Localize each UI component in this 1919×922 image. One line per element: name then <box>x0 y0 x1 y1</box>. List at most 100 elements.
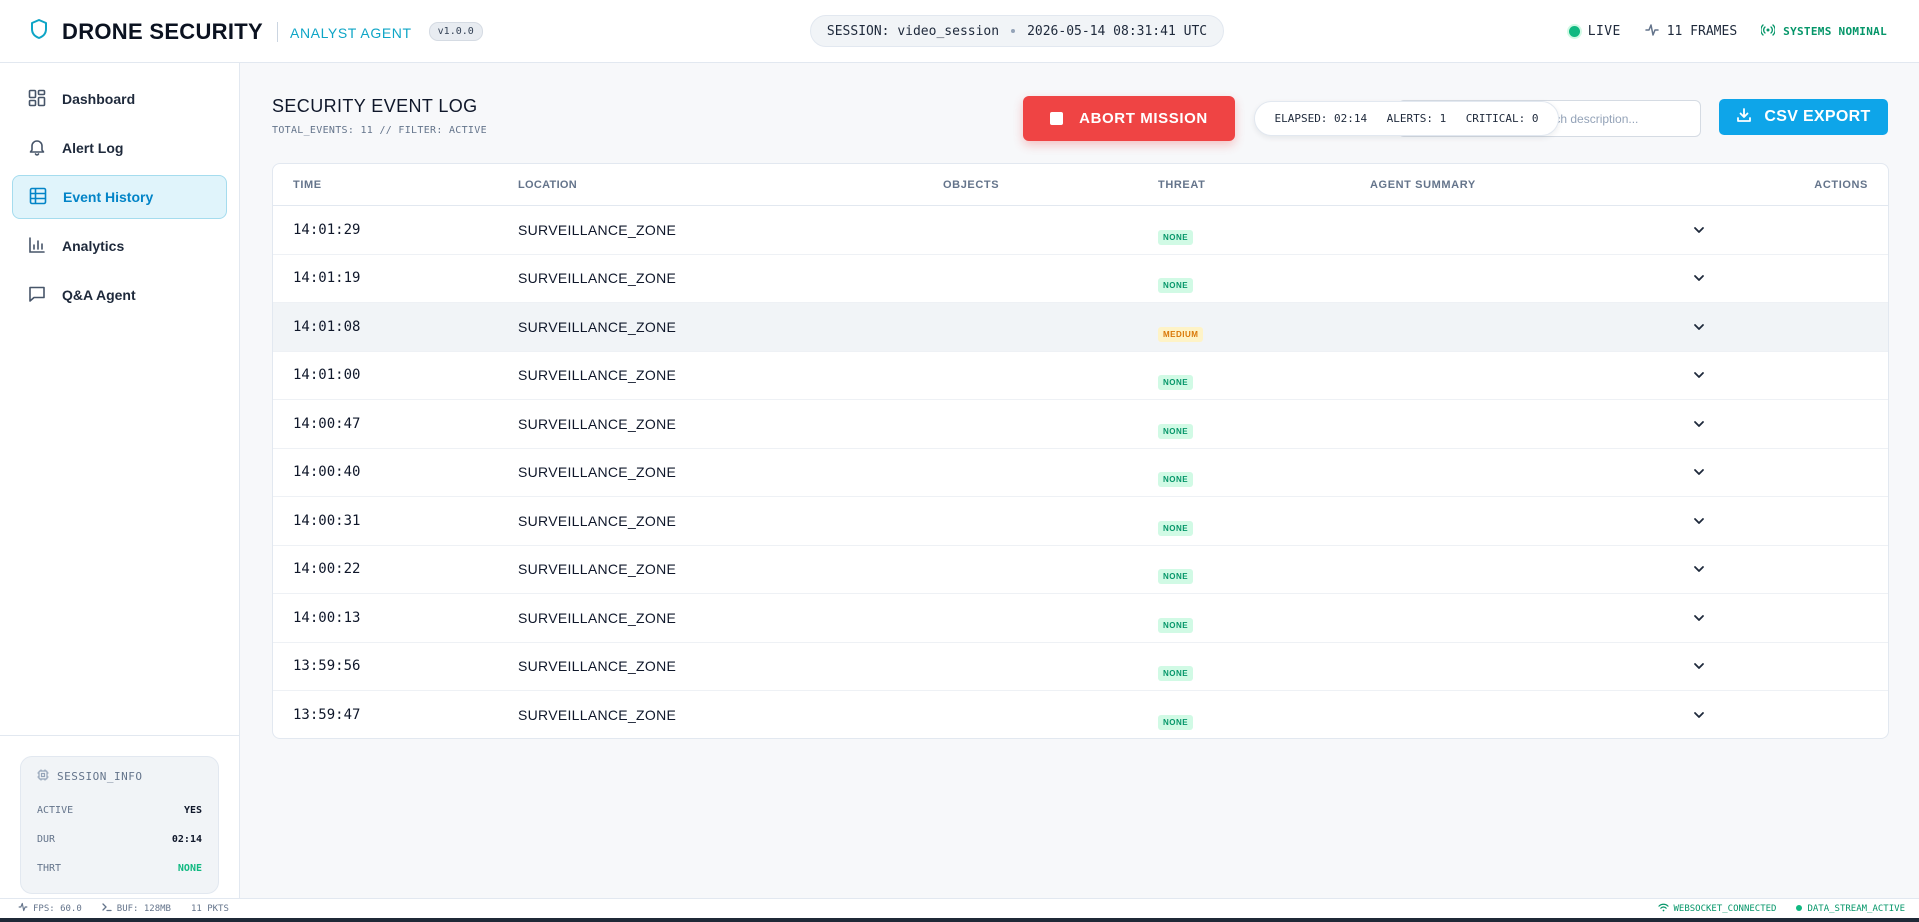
status-footer: FPS: 60.0 BUF: 128MB 11 PKTS WEBSOCKET_C… <box>0 898 1919 918</box>
cell-time: 14:01:19 <box>293 270 361 287</box>
system-status: SYSTEMS NOMINAL <box>1760 24 1887 39</box>
main-content: SECURITY EVENT LOG TOTAL_EVENTS: 11 // F… <box>241 63 1919 898</box>
table-row[interactable]: 14:00:47 SURVEILLANCE_ZONE NONE <box>273 400 1888 449</box>
cell-time: 14:01:29 <box>293 221 361 238</box>
brand: DRONE SECURITY ANALYST AGENT v1.0.0 <box>30 0 483 63</box>
expand-button[interactable] <box>1693 614 1705 622</box>
threat-badge: NONE <box>1158 229 1194 245</box>
critical-stat: CRITICAL: 0 <box>1465 112 1539 125</box>
abort-label: ABORT MISSION <box>1079 110 1208 127</box>
sidebar-item-dashboard[interactable]: Dashboard <box>12 77 227 121</box>
expand-button[interactable] <box>1693 468 1705 476</box>
table-row[interactable]: 13:59:47 SURVEILLANCE_ZONE NONE <box>273 691 1888 738</box>
alerts-stat: ALERTS: 1 <box>1386 112 1447 125</box>
table-row[interactable]: 14:00:13 SURVEILLANCE_ZONE NONE <box>273 594 1888 643</box>
session-time: 2026-05-14 08:31:41 UTC <box>1027 23 1208 39</box>
col-threat[interactable]: THREAT <box>1158 178 1206 191</box>
table-row[interactable]: 14:00:31 SURVEILLANCE_ZONE NONE <box>273 497 1888 546</box>
col-objects[interactable]: OBJECTS <box>943 178 1000 191</box>
table-row[interactable]: 14:01:00 SURVEILLANCE_ZONE NONE <box>273 352 1888 400</box>
table-header: TIME LOCATION OBJECTS THREAT AGENT SUMMA… <box>273 164 1888 206</box>
threat-badge: NONE <box>1158 520 1194 536</box>
table-body: 14:01:29 SURVEILLANCE_ZONE NONE 14:01:19 SUR… <box>273 206 1888 738</box>
cell-time: 14:00:40 <box>293 464 361 481</box>
live-label: LIVE <box>1587 24 1621 39</box>
table-row[interactable]: 14:01:08 SURVEILLANCE_ZONE MEDIUM <box>273 303 1888 352</box>
version-badge: v1.0.0 <box>428 22 483 41</box>
sidebar-item-label: Dashboard <box>62 91 136 107</box>
table-row[interactable]: 13:59:56 SURVEILLANCE_ZONE NONE <box>273 643 1888 691</box>
session-row-threat: THRT NONE <box>37 863 202 874</box>
cell-time: 14:01:08 <box>293 318 361 335</box>
cpu-icon <box>37 769 57 784</box>
chevron-down-icon <box>1694 517 1704 524</box>
session-row-active: ACTIVE YES <box>37 805 202 816</box>
expand-button[interactable] <box>1693 711 1705 719</box>
expand-button[interactable] <box>1693 323 1705 331</box>
frames-counter: 11 FRAMES <box>1644 23 1738 41</box>
cell-location: SURVEILLANCE_ZONE <box>518 464 677 481</box>
cell-location: SURVEILLANCE_ZONE <box>518 512 677 529</box>
col-agent-summary[interactable]: AGENT SUMMARY <box>1370 178 1476 191</box>
activity-icon <box>18 902 33 915</box>
threat-badge: NONE <box>1158 666 1194 682</box>
chevron-down-icon <box>1694 226 1704 233</box>
cell-location: SURVEILLANCE_ZONE <box>518 609 677 626</box>
expand-button[interactable] <box>1693 420 1705 428</box>
threat-badge: MEDIUM <box>1158 326 1204 342</box>
expand-button[interactable] <box>1693 565 1705 573</box>
expand-button[interactable] <box>1693 517 1705 525</box>
cell-time: 14:00:31 <box>293 512 361 529</box>
threat-badge: NONE <box>1158 617 1194 633</box>
header-status: LIVE 11 FRAMES SYSTEMS NOMINAL <box>1568 0 1887 63</box>
live-indicator: LIVE <box>1568 24 1621 39</box>
table-row[interactable]: 14:00:40 SURVEILLANCE_ZONE NONE <box>273 449 1888 497</box>
brand-subtitle: ANALYST AGENT <box>290 25 412 41</box>
col-actions: ACTIONS <box>1814 178 1868 191</box>
event-table: TIME LOCATION OBJECTS THREAT AGENT SUMMA… <box>272 163 1889 739</box>
threat-badge: NONE <box>1158 375 1194 391</box>
chevron-down-icon <box>1694 420 1704 427</box>
sidebar-nav: Dashboard Alert Log Event History Analyt… <box>0 63 239 317</box>
cell-time: 14:01:00 <box>293 367 361 384</box>
sidebar-item-analytics[interactable]: Analytics <box>12 224 227 268</box>
csv-export-button[interactable]: CSV EXPORT <box>1719 99 1888 135</box>
expand-button[interactable] <box>1693 274 1705 282</box>
threat-badge: NONE <box>1158 278 1194 294</box>
table-row[interactable]: 14:01:19 SURVEILLANCE_ZONE NONE <box>273 255 1888 303</box>
footer-right: WEBSOCKET_CONNECTED DATA_STREAM_ACTIVE <box>1657 903 1905 915</box>
chat-icon <box>28 285 62 306</box>
live-dot-icon <box>1568 26 1580 37</box>
table-row[interactable]: 14:00:22 SURVEILLANCE_ZONE NONE <box>273 546 1888 594</box>
expand-button[interactable] <box>1693 662 1705 670</box>
threat-badge: NONE <box>1158 423 1194 439</box>
expand-button[interactable] <box>1693 371 1705 379</box>
sidebar-item-event-history[interactable]: Event History <box>12 175 227 219</box>
sidebar-item-alert-log[interactable]: Alert Log <box>12 126 227 170</box>
table-row[interactable]: 14:01:29 SURVEILLANCE_ZONE NONE <box>273 206 1888 255</box>
expand-button[interactable] <box>1693 226 1705 234</box>
session-info-panel: SESSION_INFO ACTIVE YES DUR 02:14 THRT N… <box>20 756 219 894</box>
shield-icon <box>30 19 48 44</box>
col-location[interactable]: LOCATION <box>518 178 578 191</box>
brand-title: DRONE SECURITY <box>62 18 263 44</box>
wifi-icon <box>1657 903 1674 915</box>
footer-websocket: WEBSOCKET_CONNECTED <box>1657 903 1776 915</box>
footer-buffer: BUF: 128MB <box>102 902 171 915</box>
chevron-down-icon <box>1694 275 1704 282</box>
footer-left: FPS: 60.0 BUF: 128MB 11 PKTS <box>18 902 229 915</box>
cell-location: SURVEILLANCE_ZONE <box>518 367 677 384</box>
session-pill: SESSION: video_session 2026-05-14 08:31:… <box>810 15 1224 47</box>
page-title: SECURITY EVENT LOG <box>272 96 478 116</box>
cell-location: SURVEILLANCE_ZONE <box>518 561 677 578</box>
cell-location: SURVEILLANCE_ZONE <box>518 415 677 432</box>
bar-chart-icon <box>28 236 62 257</box>
col-time[interactable]: TIME <box>293 178 322 191</box>
signal-icon <box>1760 24 1783 39</box>
brand-divider <box>277 21 278 42</box>
stop-icon <box>1050 112 1064 125</box>
sidebar-item-qa-agent[interactable]: Q&A Agent <box>12 273 227 317</box>
abort-mission-button[interactable]: ABORT MISSION <box>1023 96 1235 141</box>
mission-stats-pill: ELAPSED: 02:14 ALERTS: 1 CRITICAL: 0 <box>1254 101 1559 136</box>
frames-label: 11 FRAMES <box>1666 24 1738 39</box>
